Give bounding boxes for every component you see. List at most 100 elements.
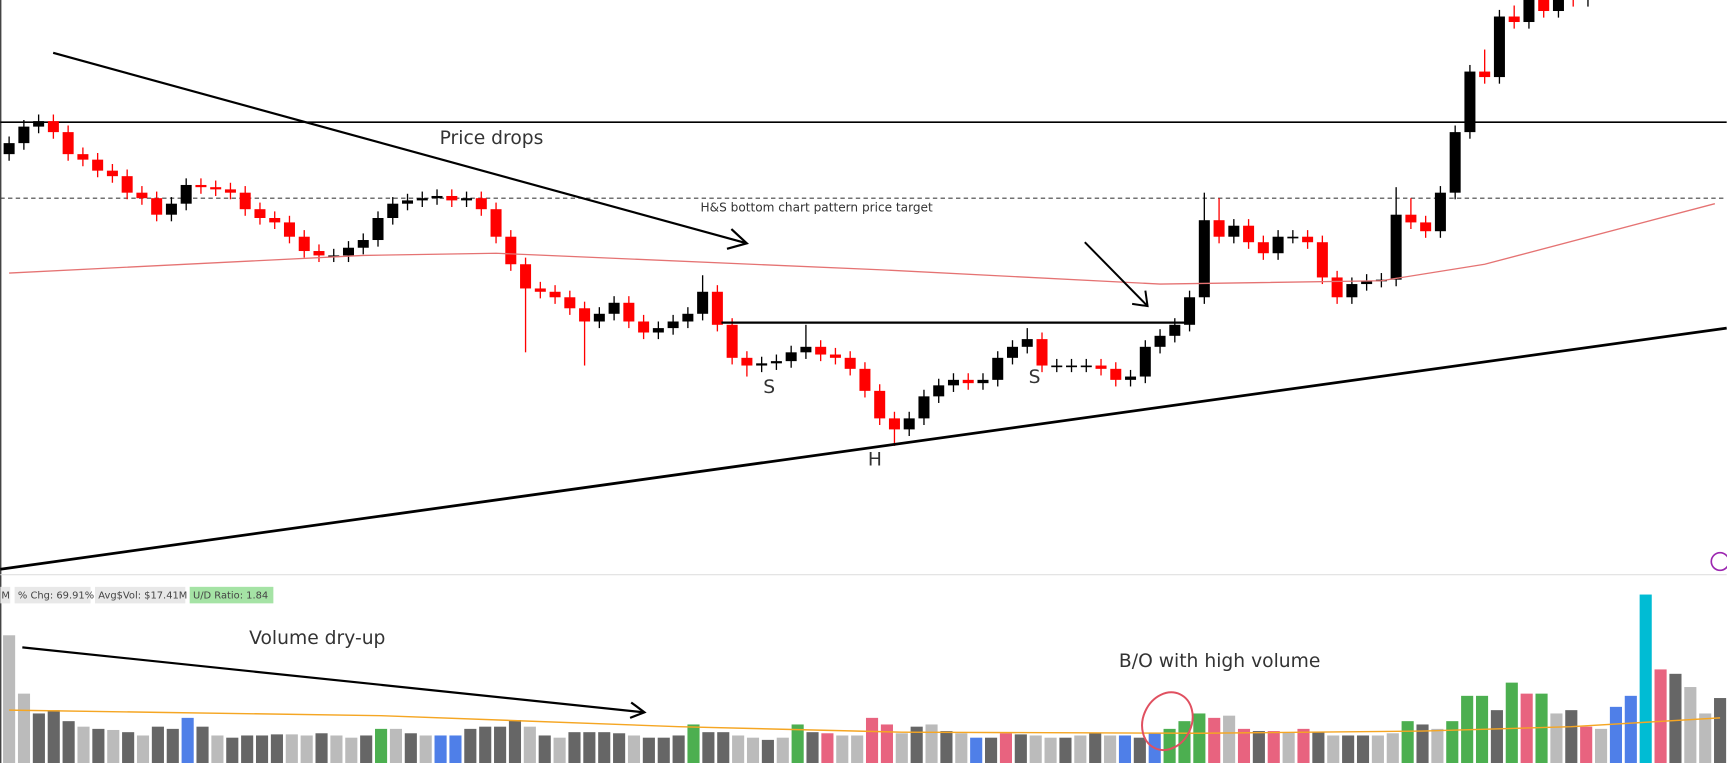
volume-bar <box>270 734 283 763</box>
candle-body <box>1449 132 1461 193</box>
candle-body <box>682 313 694 322</box>
volume-bar <box>17 693 31 763</box>
volume-bar <box>1535 693 1548 763</box>
volume-bar <box>1714 698 1727 763</box>
annotation: H <box>868 450 882 471</box>
volume-bar <box>1356 735 1370 763</box>
volume-pane <box>3 594 1727 763</box>
volume-bar <box>657 737 670 763</box>
volume-bar <box>1580 726 1593 763</box>
volume-bar <box>1074 735 1087 763</box>
volume-bar <box>717 732 730 763</box>
volume-bar <box>449 735 462 763</box>
volume-bar <box>613 733 626 763</box>
candle-body <box>33 121 45 127</box>
candle-body <box>1139 346 1151 377</box>
volume-bar <box>360 735 373 763</box>
volume-bar <box>583 732 596 763</box>
breakout-arrow <box>1084 241 1149 307</box>
volume-bar <box>1029 735 1042 763</box>
candle-body <box>1405 214 1417 223</box>
candle-body <box>1213 220 1225 237</box>
volume-bar <box>1193 713 1206 763</box>
volume-bar <box>315 733 328 763</box>
candle-body <box>446 195 458 201</box>
volume-bar <box>1669 673 1682 763</box>
volume-bar <box>77 726 90 763</box>
support-line <box>0 326 1727 571</box>
candle-body <box>1095 365 1107 369</box>
candle-body <box>1302 236 1314 243</box>
volume-bar <box>508 720 522 763</box>
candle-body <box>1257 242 1269 254</box>
volume-bar <box>1386 733 1399 763</box>
candle-body <box>1125 376 1137 380</box>
volume-bar <box>1639 594 1652 763</box>
candle-body <box>520 264 532 289</box>
candle-body <box>1154 335 1166 347</box>
candle-body <box>357 240 369 248</box>
stat: M <box>1 591 10 602</box>
candle-body <box>1420 222 1432 232</box>
volume-bar <box>955 733 968 763</box>
price-pane <box>3 0 1716 446</box>
volume-bar <box>791 724 804 763</box>
candle-body <box>785 352 797 362</box>
volume-bar <box>1312 732 1325 763</box>
volume-bar <box>865 717 879 763</box>
candle-body <box>136 192 148 199</box>
volume-bar <box>1104 735 1117 763</box>
stat-badge <box>94 586 186 604</box>
icon <box>1710 551 1727 572</box>
candle-body <box>195 184 207 188</box>
candle-body <box>210 187 222 190</box>
volume-bar <box>494 726 507 763</box>
volume-bar <box>1401 721 1414 763</box>
volume-average <box>9 709 1721 734</box>
volume-bar <box>761 739 774 763</box>
candle-body <box>947 379 959 386</box>
candle-body <box>1243 225 1255 243</box>
volume-bar <box>434 735 447 763</box>
volume-bar <box>880 724 893 763</box>
candle-body <box>844 357 856 369</box>
volume-bar <box>568 732 581 763</box>
annotation: Price drops <box>440 128 544 149</box>
candle-body <box>888 418 900 430</box>
volume-bar <box>985 737 998 763</box>
candle-body <box>549 291 561 298</box>
volume-bar <box>1624 695 1637 763</box>
candle-body <box>1021 339 1033 347</box>
candle-body <box>1036 339 1048 366</box>
candle-body <box>1464 71 1476 133</box>
candle-body <box>1493 16 1505 78</box>
candle-body <box>800 346 812 353</box>
candle-body <box>667 321 679 329</box>
volume-bar <box>1252 731 1265 763</box>
volume-bar <box>821 733 834 763</box>
volume-bar <box>1282 732 1295 763</box>
volume-bar <box>241 735 254 763</box>
candle-body <box>593 313 605 322</box>
annotation: S <box>763 377 775 398</box>
candle-body <box>1346 284 1358 298</box>
candle-body <box>490 209 502 237</box>
candle-body <box>918 396 930 419</box>
candle-body <box>992 357 1004 380</box>
candle-body <box>77 154 89 160</box>
volume-bar <box>62 721 75 763</box>
candle-body <box>387 203 399 218</box>
candle-body <box>475 198 487 210</box>
volume-bar <box>1654 669 1667 763</box>
annotation: Volume dry-up <box>249 628 385 649</box>
candle-body <box>1228 225 1240 237</box>
volume-bar <box>925 724 938 763</box>
volume-bar <box>300 735 313 763</box>
volume-bar <box>1208 717 1221 763</box>
candle-body <box>962 379 974 384</box>
volume-bar <box>1505 682 1518 763</box>
volume-bar <box>1237 728 1251 763</box>
candle-body <box>121 176 133 193</box>
volume-bar <box>107 729 120 763</box>
candle-body <box>372 218 384 241</box>
